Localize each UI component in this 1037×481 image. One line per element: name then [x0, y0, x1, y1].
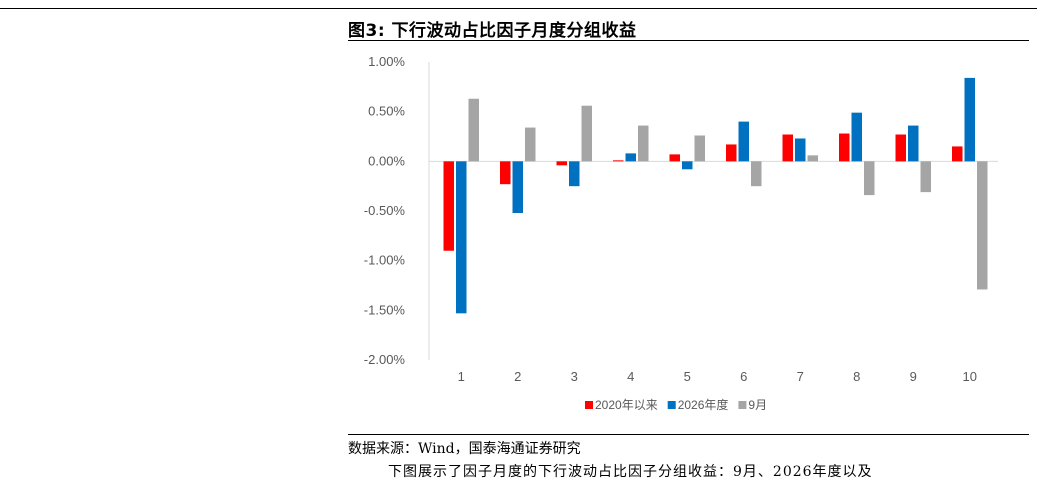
bar	[807, 155, 818, 162]
bar	[682, 161, 693, 170]
legend-label: 2026年度	[678, 397, 729, 412]
x-tick-label: 7	[797, 369, 804, 384]
bar	[751, 161, 762, 187]
bar	[782, 134, 793, 162]
bar	[525, 127, 536, 162]
y-tick-label: 1.00%	[368, 54, 405, 69]
legend-label: 9月	[748, 398, 767, 412]
legend-label: 2020年以来	[595, 398, 658, 412]
bar	[977, 161, 988, 290]
bar	[613, 160, 624, 162]
top-rule	[0, 8, 1037, 9]
x-tick-label: 5	[684, 369, 691, 384]
x-tick-label: 9	[910, 369, 917, 384]
body-text-fragment: 下图展示了因子月度的下行波动占比因子分组收益：9月、2026年度以及	[388, 464, 873, 480]
bar	[964, 77, 975, 162]
x-tick-label: 10	[963, 369, 977, 384]
bar	[864, 161, 875, 196]
bar	[443, 161, 454, 251]
bar	[839, 133, 850, 162]
bar	[456, 161, 467, 314]
y-tick-label: -1.50%	[364, 302, 406, 317]
bar	[625, 153, 636, 162]
source-note: 数据来源：Wind，国泰海通证券研究	[348, 441, 581, 457]
bar	[500, 161, 511, 185]
y-tick-label: 0.50%	[368, 104, 405, 119]
y-tick-label: -0.50%	[364, 203, 406, 218]
bar	[738, 121, 749, 162]
x-tick-label: 6	[740, 369, 747, 384]
figure-title: 图3: 下行波动占比因子月度分组收益	[348, 21, 637, 41]
bar	[726, 144, 737, 162]
legend-swatch	[667, 401, 676, 409]
bar	[895, 134, 906, 162]
x-tick-label: 8	[853, 369, 860, 384]
bar	[851, 112, 862, 162]
source-rule	[348, 434, 1029, 435]
bar	[694, 135, 705, 162]
y-tick-label: 0.00%	[368, 153, 405, 168]
x-tick-label: 2	[514, 369, 521, 384]
bar	[908, 125, 919, 162]
legend-swatch	[585, 401, 593, 409]
y-tick-label: -1.00%	[364, 253, 406, 268]
bar-chart: 1.00% 0.50% 0.00% -0.50% -1.00% -1.50% -2.00% 1…	[364, 54, 998, 412]
legend-swatch	[738, 401, 747, 409]
bar	[669, 154, 680, 162]
bar	[920, 161, 931, 193]
bar	[952, 146, 963, 162]
bar	[512, 161, 523, 213]
bar	[569, 161, 580, 187]
x-tick-label: 4	[627, 369, 634, 384]
x-tick-label: 3	[571, 369, 578, 384]
bar	[581, 105, 592, 162]
y-tick-label: -2.00%	[364, 352, 406, 367]
bar	[468, 98, 479, 162]
title-rule	[348, 40, 1029, 41]
x-tick-label: 1	[458, 369, 465, 384]
bar	[795, 138, 806, 162]
bar	[638, 125, 649, 162]
bar	[556, 161, 567, 166]
